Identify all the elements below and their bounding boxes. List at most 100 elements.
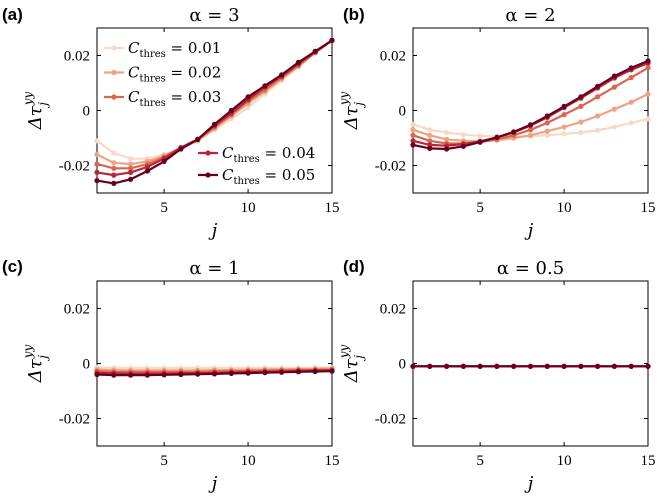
data-point — [279, 72, 285, 78]
data-point — [161, 372, 167, 378]
data-point — [161, 158, 167, 164]
data-point — [578, 103, 584, 109]
data-point — [211, 121, 218, 127]
data-point — [245, 94, 251, 100]
data-point — [477, 133, 483, 139]
data-point — [645, 91, 651, 97]
legend-entry-value: = 0.05 — [260, 166, 316, 184]
x-tick-label: 5 — [160, 200, 168, 216]
data-point — [544, 132, 550, 138]
y-axis-label-base: Δτ — [25, 358, 46, 383]
data-point — [645, 116, 651, 122]
data-point — [561, 363, 567, 369]
legend-entry-value: = 0.03 — [166, 88, 222, 106]
y-tick-label: -0.02 — [375, 412, 406, 428]
data-point — [295, 59, 301, 65]
data-point — [628, 120, 634, 126]
data-point — [427, 363, 433, 369]
legend-entry-value: = 0.01 — [166, 39, 222, 57]
data-point — [312, 48, 318, 55]
data-point — [628, 99, 634, 105]
data-point — [245, 370, 251, 376]
data-point — [128, 161, 134, 167]
x-tick-label: 5 — [160, 453, 168, 469]
x-tick-label: 15 — [641, 453, 656, 469]
y-axis-label-sub: j — [352, 102, 366, 109]
data-point — [527, 127, 534, 133]
data-point — [111, 372, 117, 378]
x-tick-label: 15 — [325, 200, 340, 216]
panel-label: (c) — [2, 257, 23, 276]
data-point — [245, 105, 251, 111]
x-tick-label: 5 — [476, 453, 484, 469]
data-point — [427, 145, 433, 151]
x-tick-label: 10 — [241, 200, 256, 216]
y-axis-label-sub: j — [36, 102, 50, 109]
x-axis-label: j — [208, 473, 218, 494]
data-point — [228, 107, 234, 114]
data-point — [561, 103, 567, 109]
legend-entry-subscript: thres — [139, 49, 165, 60]
y-axis-label: Δτyyj — [21, 345, 50, 384]
y-tick-label: 0 — [399, 357, 407, 373]
y-axis-label-sup: yy — [21, 345, 35, 360]
y-axis-label-base: Δτ — [25, 105, 46, 130]
panel-label: (b) — [343, 5, 365, 24]
data-point — [228, 370, 234, 376]
x-tick-label: 15 — [325, 453, 340, 469]
panel-label: (d) — [343, 257, 365, 276]
data-point — [128, 372, 134, 378]
data-point — [444, 363, 450, 369]
data-point — [477, 139, 483, 145]
legend-marker — [111, 69, 117, 76]
y-axis-label-base: Δτ — [341, 358, 362, 383]
legend-marker — [111, 45, 117, 51]
data-point — [645, 363, 651, 369]
y-tick-label: 0.02 — [380, 302, 406, 318]
legend-entry-value: = 0.02 — [166, 64, 222, 82]
y-tick-label: 0.02 — [380, 49, 406, 65]
panel-title: α = 2 — [505, 5, 555, 26]
y-axis-label: Δτyyj — [337, 92, 366, 131]
data-point — [544, 363, 550, 369]
data-point — [94, 169, 100, 175]
data-point — [578, 94, 584, 100]
y-axis-label-sup: yy — [337, 92, 351, 107]
legend-entry-subscript: thres — [233, 154, 259, 165]
data-point — [94, 161, 100, 167]
data-point — [262, 83, 268, 89]
legend-entry-symbol: C — [128, 88, 140, 106]
data-point — [329, 37, 335, 44]
x-tick-label: 10 — [557, 453, 572, 469]
data-point — [444, 129, 450, 136]
data-point — [312, 368, 318, 375]
y-tick-label: -0.02 — [375, 159, 406, 175]
y-tick-label: 0 — [83, 104, 91, 120]
legend-marker — [205, 150, 211, 156]
panel-title: α = 1 — [189, 258, 239, 279]
data-point — [511, 129, 517, 135]
data-point — [595, 113, 601, 119]
legend-entry-subscript: thres — [233, 176, 259, 187]
panel-label: (a) — [2, 5, 23, 24]
panel-title: α = 3 — [189, 5, 239, 26]
data-point — [527, 122, 534, 128]
data-point — [94, 178, 100, 184]
x-tick-label: 5 — [476, 200, 484, 216]
data-point — [94, 371, 100, 378]
axes-frame — [412, 280, 649, 447]
data-point — [595, 127, 601, 133]
data-point — [410, 127, 416, 133]
data-point — [279, 369, 285, 375]
data-point — [611, 124, 618, 130]
data-point — [128, 165, 134, 171]
legend-entry: Cthres = 0.05 — [222, 166, 315, 187]
data-point — [329, 368, 335, 374]
data-point — [645, 65, 651, 71]
legend-entry: Cthres = 0.01 — [128, 39, 221, 60]
data-point — [611, 84, 618, 90]
